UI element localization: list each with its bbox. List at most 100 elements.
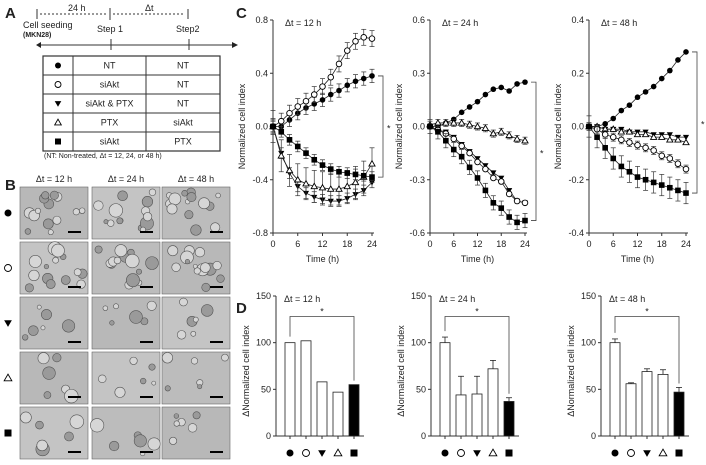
significance-star: * <box>540 148 544 158</box>
filled-circle-marker <box>498 84 505 91</box>
filled-square-marker <box>650 179 657 186</box>
filled-triangle-down-marker <box>666 132 673 138</box>
filled-circle-marker <box>642 89 649 95</box>
open-triangle-up-marker <box>465 120 474 128</box>
bar <box>284 342 296 437</box>
scale-bar <box>140 396 153 398</box>
x-tick-label: 24 <box>367 239 377 249</box>
open-circle-marker <box>474 158 481 166</box>
micrograph <box>161 296 231 350</box>
step2-cell: siAkt <box>173 118 193 128</box>
scale-bar <box>68 231 81 233</box>
table-border <box>42 55 221 152</box>
filled-square-marker <box>675 187 681 194</box>
y-axis-label: ΔNormalized cell index <box>566 325 576 417</box>
open-circle-marker <box>650 147 657 154</box>
filled-circle-marker <box>441 449 449 457</box>
open-circle-marker <box>610 133 617 141</box>
filled-square-marker <box>683 190 689 196</box>
x-tick-label: 0 <box>427 239 432 249</box>
filled-square-marker <box>336 168 342 175</box>
filled-square-marker <box>369 174 375 180</box>
open-circle-marker <box>450 135 458 143</box>
step2-label: Step2 <box>176 24 200 34</box>
bar <box>455 394 467 437</box>
filled-square-marker <box>427 123 433 130</box>
open-triangle-up-marker <box>521 136 529 144</box>
filled-triangle-down-marker <box>318 450 326 457</box>
open-circle-marker <box>4 264 12 272</box>
filled-square-marker <box>626 168 633 175</box>
step1-label: Step 1 <box>97 24 123 34</box>
open-triangle-up-marker <box>633 130 642 138</box>
x-tick-label: 18 <box>342 239 352 249</box>
filled-circle-marker <box>482 91 489 98</box>
filled-circle-marker <box>506 88 512 94</box>
scale-bar <box>210 231 223 233</box>
y-tick-label: 50 <box>416 384 426 394</box>
filled-circle-marker <box>683 49 689 55</box>
filled-circle-marker <box>634 94 641 101</box>
y-tick-label: 0.8 <box>255 15 268 25</box>
micrograph <box>19 186 89 240</box>
open-circle-marker <box>601 131 609 138</box>
filled-square-marker <box>586 123 592 130</box>
step1-cell: siAkt <box>100 80 120 90</box>
filled-circle-marker <box>55 62 61 69</box>
bar <box>471 393 483 437</box>
x-tick-label: 18 <box>657 239 667 249</box>
open-circle-marker <box>286 109 293 117</box>
column-label: Δt = 24 h <box>108 174 144 184</box>
x-tick-label: 0 <box>270 239 275 249</box>
filled-circle-marker <box>514 81 520 87</box>
filled-circle-marker <box>522 79 528 85</box>
chart-title: Δt = 24 h <box>442 18 478 28</box>
open-triangle-up-marker <box>513 134 521 142</box>
column-label: Δt = 12 h <box>36 174 72 184</box>
open-triangle-up-marker <box>277 151 286 159</box>
series-filled-square <box>586 115 689 205</box>
scale-bar <box>68 396 81 398</box>
open-triangle-up-marker <box>658 448 668 457</box>
open-triangle-up-marker <box>617 127 626 135</box>
treatment-table: NT NT siAkt NT siAkt & PTX NT PTX siAkt siAkt PTX <box>42 55 221 152</box>
micrograph <box>91 241 161 295</box>
filled-circle-marker <box>626 102 633 108</box>
open-circle-marker <box>618 136 625 144</box>
filled-circle-marker <box>618 107 625 114</box>
step2-cell: NT <box>177 80 189 90</box>
open-triangle-up-marker <box>449 118 458 126</box>
chart-title: Δt = 12 h <box>284 294 320 304</box>
filled-square-marker <box>294 143 301 150</box>
y-tick-label: 0.0 <box>412 122 425 132</box>
micrograph <box>161 186 231 240</box>
y-axis-label: ΔNormalized cell index <box>241 325 251 417</box>
filled-triangle-down-marker <box>4 320 12 327</box>
open-triangle-up-marker <box>625 127 634 135</box>
open-triangle-up-marker <box>310 182 319 190</box>
open-triangle-up-marker <box>285 166 294 174</box>
y-tick-label: -0.4 <box>568 228 584 238</box>
line-chart: -0.4 -0.2 0.0 0.2 0.4 0 6 12 18 24 Time (h) Normali… <box>553 15 705 264</box>
interval-dt: Δt <box>145 3 154 13</box>
filled-circle-marker <box>650 83 657 90</box>
series-filled-circle <box>586 49 689 130</box>
timeline: 24 h Δt Cell seeding (MKN28) Step 1 Step… <box>23 3 238 50</box>
bar-chart: 0 50 100 150 ΔNormalized cell index Δt = 48 h… <box>566 291 689 457</box>
significance-bracket <box>378 75 384 178</box>
significance-bracket <box>289 316 355 381</box>
bar <box>503 401 515 437</box>
x-tick-label: 6 <box>451 239 456 249</box>
filled-circle-marker <box>458 109 465 116</box>
filled-square-marker <box>286 137 293 143</box>
micrograph <box>19 406 89 460</box>
open-triangle-up-marker <box>489 129 498 137</box>
filled-square-marker <box>498 205 505 211</box>
open-circle-marker <box>634 141 641 149</box>
x-tick-label: 0 <box>586 239 591 249</box>
open-triangle-up-marker <box>326 185 335 192</box>
step1-cell: siAkt & PTX <box>85 99 133 109</box>
filled-square-marker <box>450 146 457 153</box>
line-chart: -0.8 -0.4 0.0 0.4 0.8 0 6 12 18 24 Time (h) Normali… <box>237 15 391 264</box>
y-tick-label: 0.3 <box>412 68 425 78</box>
